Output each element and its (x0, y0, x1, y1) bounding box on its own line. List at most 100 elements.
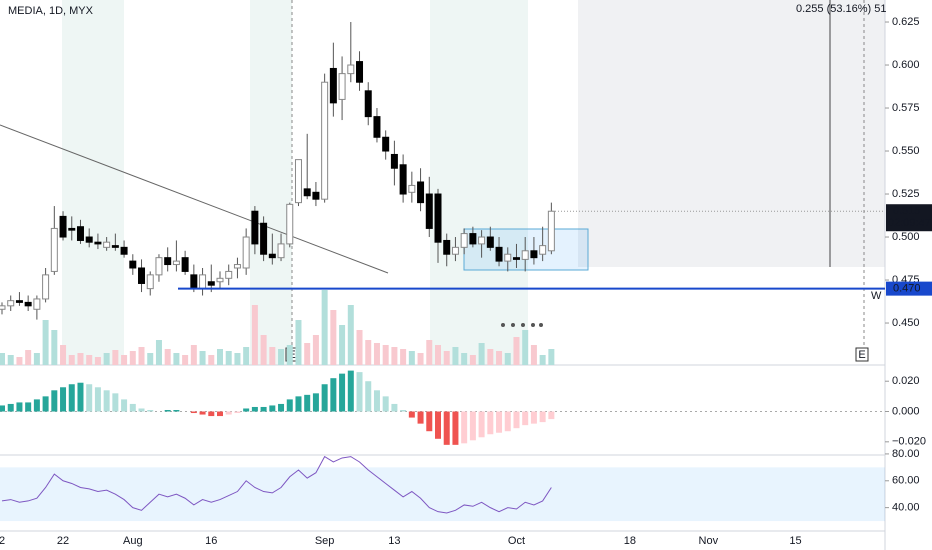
macd-bar (16, 402, 23, 412)
macd-bar (225, 411, 232, 415)
x-tick-label: 18 (624, 535, 636, 547)
volume-bar (234, 353, 241, 365)
candle-body (294, 159, 302, 204)
macd-bar (94, 387, 101, 412)
y-tick-label: 80.00 (892, 448, 920, 460)
x-tick-label: Nov (699, 535, 719, 547)
candle-body (181, 257, 189, 272)
y-tick-label: 40.00 (892, 502, 920, 514)
macd-bar (77, 382, 84, 412)
macd-bar (129, 403, 136, 412)
volume-bar (190, 345, 197, 365)
candle-body (111, 245, 119, 248)
volume-bar (42, 320, 49, 365)
macd-bar (103, 390, 110, 412)
candle-body (434, 193, 442, 243)
macd-bar (417, 411, 424, 424)
candle-body (85, 236, 93, 243)
volume-bar (530, 345, 537, 365)
macd-bar (487, 411, 494, 435)
candle-body (408, 184, 416, 193)
macd-bar (522, 411, 529, 426)
volume-bar (452, 347, 459, 365)
candle-body (364, 90, 372, 118)
macd-bar (513, 411, 520, 429)
candle-body (390, 153, 398, 169)
macd-bar (321, 384, 328, 412)
volume-bar (243, 347, 250, 365)
candle-body (547, 210, 555, 252)
volume-bar (286, 345, 293, 365)
y-tick-label: 0.000 (892, 405, 920, 417)
volume-bar (391, 347, 398, 365)
candle-body (103, 241, 111, 248)
macd-bar (217, 411, 223, 417)
macd-bar (304, 394, 311, 412)
macd-bar (234, 411, 241, 414)
y-tick-label: 0.550 (892, 145, 920, 157)
volume-bar (461, 353, 468, 365)
volume-bar (347, 305, 354, 365)
volume-bar (33, 353, 40, 365)
macd-bar (382, 396, 389, 412)
macd-bar (347, 370, 354, 412)
volume-bar (304, 343, 311, 365)
candle-body (68, 227, 76, 231)
x-tick-label: Oct (508, 535, 525, 547)
last-price-box (886, 204, 932, 232)
y-tick-label: 0.450 (892, 317, 920, 329)
macd-bar (269, 405, 276, 412)
candle-body (512, 257, 520, 260)
volume-bar (103, 353, 110, 365)
range-box (578, 0, 885, 267)
y-tick-label: 0.625 (892, 16, 920, 28)
volume-bar (408, 351, 415, 365)
candle-body (373, 116, 381, 138)
candle-body (242, 236, 250, 269)
candle-body (539, 245, 547, 255)
volume-bar (225, 351, 232, 365)
shade (62, 0, 124, 365)
volume-bar (269, 347, 276, 365)
macd-bar (173, 410, 180, 412)
volume-bar (548, 349, 555, 365)
volume-bar (260, 335, 267, 365)
macd-bar (0, 405, 5, 412)
candle-body (207, 281, 215, 286)
macd-bar (42, 396, 49, 412)
macd-bar (339, 373, 346, 412)
candle-body (199, 274, 207, 290)
candle-body (521, 250, 529, 260)
candle-body (0, 305, 6, 310)
candle-body (329, 67, 337, 104)
candle-body (146, 274, 154, 290)
candle-body (486, 236, 494, 248)
volume-bar (295, 320, 302, 365)
shade (430, 0, 528, 365)
side-label: W (871, 290, 882, 302)
volume-bar (25, 350, 32, 365)
volume-bar (199, 351, 206, 365)
candle-body (225, 270, 233, 279)
volume-bar (155, 340, 162, 365)
candle-body (33, 298, 41, 310)
macd-bar (208, 411, 215, 417)
macd-bar (60, 387, 67, 412)
candle-body (216, 277, 224, 283)
volume-bar (129, 351, 136, 365)
candle-body (277, 243, 285, 259)
volume-bar (121, 355, 128, 365)
candle-body (347, 64, 355, 75)
volume-bar (60, 345, 67, 365)
macd-bar (365, 381, 372, 412)
candle-body (7, 300, 15, 307)
shade (250, 0, 292, 365)
candle-body (164, 257, 172, 266)
candle-body (356, 61, 364, 83)
x-tick-label: Sep (315, 535, 335, 547)
candle-body (260, 222, 268, 255)
volume-bar (356, 330, 363, 365)
candle-body (495, 246, 503, 262)
macd-bar (164, 410, 171, 412)
